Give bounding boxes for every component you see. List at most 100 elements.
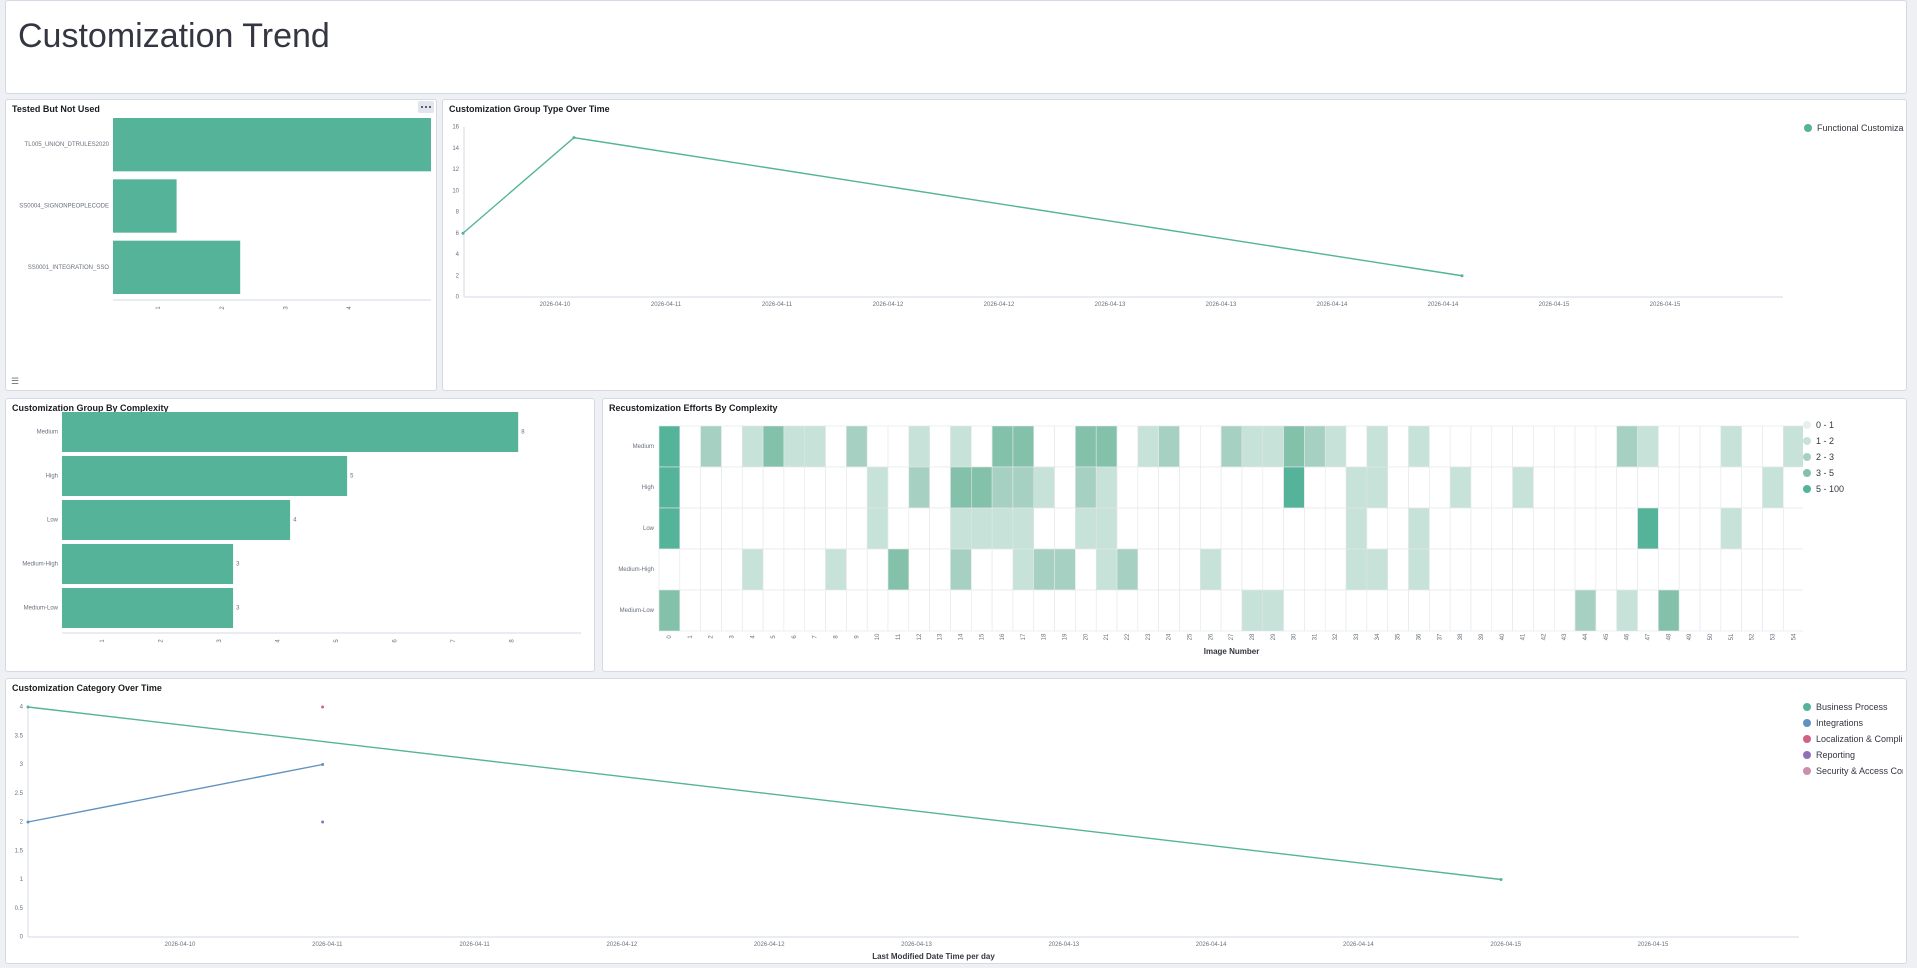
- value-label: 3: [236, 606, 240, 612]
- x-tick-label: 49: [1687, 633, 1693, 640]
- heatmap-cell: [1387, 548, 1409, 591]
- heatmap-cell: [846, 425, 868, 468]
- x-tick-label: 48: [1666, 633, 1672, 640]
- x-tick-label: 2026-04-15: [1638, 942, 1669, 948]
- heatmap-cell: [1720, 507, 1742, 550]
- heatmap-cell: [1158, 548, 1180, 591]
- heatmap-cell: [741, 548, 764, 591]
- heatmap-cell: [1699, 466, 1722, 509]
- heatmap-cell: [679, 548, 701, 591]
- x-tick-label: 17: [1021, 633, 1027, 640]
- legend-item[interactable]: 3 - 5: [1803, 465, 1903, 481]
- x-tick-label: 6: [393, 639, 399, 643]
- heatmap-cell: [1678, 466, 1701, 509]
- x-tick-label: 36: [1417, 633, 1423, 640]
- x-tick-label: 2026-04-14: [1196, 942, 1227, 948]
- heatmap-cell: [1429, 425, 1451, 468]
- legend-item[interactable]: 1 - 2: [1803, 433, 1903, 449]
- heatmap-cell: [1262, 507, 1284, 550]
- heatmap-cell: [1324, 507, 1347, 550]
- heatmap-cell: [1449, 507, 1472, 550]
- heatmap-cell: [1283, 589, 1305, 632]
- group-type-legend: Functional Customiza: [1804, 120, 1904, 136]
- heatmap-cell: [1637, 548, 1659, 591]
- legend-item[interactable]: 2 - 3: [1803, 449, 1903, 465]
- y-tick-label: 8: [456, 210, 460, 216]
- heatmap-cell: [866, 548, 889, 591]
- heatmap-cell: [1574, 466, 1597, 509]
- heatmap-cell: [1595, 425, 1618, 468]
- x-tick-label: 2026-04-14: [1428, 302, 1459, 308]
- heatmap-cell: [970, 425, 993, 468]
- bar: [62, 500, 291, 540]
- heatmap-cell: [1491, 589, 1513, 632]
- heatmap-cell: [1200, 589, 1222, 632]
- x-tick-label: 1: [100, 639, 106, 643]
- group-type-panel: Customization Group Type Over Time 0 2 4 6 8…: [442, 99, 1907, 391]
- x-tick-label: 23: [1146, 633, 1152, 640]
- legend-label: Security & Access Con: [1816, 766, 1903, 776]
- panel-options-button[interactable]: [418, 101, 434, 113]
- heatmap-cell: [762, 466, 785, 509]
- category-line-chart: 0 0.5 1 1.5 2 2.5 3 3.5 4 2026-04-10 2026-04-11 202…: [15, 705, 1799, 961]
- heatmap-cell: [679, 589, 701, 632]
- heatmap-cell: [1533, 548, 1555, 591]
- heatmap-cell: [970, 507, 993, 550]
- heatmap-cell: [1387, 589, 1409, 632]
- heatmap-cell: [783, 589, 806, 632]
- data-point: [1460, 274, 1464, 278]
- heatmap-cell: [1137, 548, 1159, 591]
- heatmap-cell: [1220, 589, 1243, 632]
- series-line: [27, 706, 1502, 881]
- legend-item[interactable]: Localization & Compli: [1803, 731, 1903, 747]
- data-point: [26, 705, 30, 709]
- heatmap-cell: [741, 507, 764, 550]
- x-tick-label: 46: [1625, 633, 1631, 640]
- x-tick-label: 30: [1292, 633, 1298, 640]
- legend-item[interactable]: Reporting: [1803, 747, 1903, 763]
- heatmap-cell: [1158, 425, 1180, 468]
- legend-dot-icon: [1803, 735, 1811, 743]
- value-label: 8: [521, 430, 525, 436]
- x-tick-label: 35: [1396, 633, 1402, 640]
- heatmap-cell: [1179, 466, 1201, 509]
- legend-item[interactable]: Business Process: [1803, 699, 1903, 715]
- legend-dot-icon: [1803, 703, 1811, 711]
- heatmap-cell: [991, 466, 1014, 509]
- x-axis-label: Image Number: [1204, 647, 1260, 656]
- y-tick-label: 16: [452, 125, 459, 131]
- legend-item[interactable]: Functional Customiza: [1804, 120, 1904, 136]
- tested-but-not-used-panel: Tested But Not Used TL005_UNION_DTRULES2…: [5, 99, 437, 391]
- y-tick-label: 10: [452, 188, 459, 194]
- heatmap-cell: [991, 425, 1014, 468]
- legend-item[interactable]: Integrations: [1803, 715, 1903, 731]
- legend-item[interactable]: Security & Access Con: [1803, 763, 1903, 779]
- heatmap-cell: [1782, 507, 1803, 550]
- x-tick-label: 42: [1541, 633, 1547, 640]
- heatmap-cell: [700, 548, 722, 591]
- legend-label: Functional Customiza: [1817, 123, 1904, 133]
- y-tick-label: 1.5: [15, 848, 24, 854]
- heatmap-cell: [1553, 589, 1576, 632]
- heatmap-cell: [1491, 425, 1513, 468]
- x-tick-label: 7: [451, 639, 457, 643]
- x-tick-label: 13: [938, 633, 944, 640]
- legend-item[interactable]: 5 - 100: [1803, 481, 1903, 497]
- x-tick-label: 24: [1167, 633, 1173, 640]
- heatmap-cell: [721, 548, 743, 591]
- legend-item[interactable]: 0 - 1: [1803, 417, 1903, 433]
- legend-toggle-icon[interactable]: ☰: [11, 376, 20, 386]
- data-point: [321, 820, 325, 824]
- bar: [113, 240, 241, 294]
- heatmap-cell: [1054, 466, 1076, 509]
- heatmap-cell: [762, 507, 785, 550]
- y-tick-label: 4: [456, 252, 460, 258]
- legend-dot-icon: [1803, 469, 1811, 477]
- legend-dot-icon: [1803, 751, 1811, 759]
- heatmap-cell: [1762, 466, 1784, 509]
- heatmap-cell: [1470, 425, 1493, 468]
- series-line: [462, 136, 1463, 277]
- heatmap-cell: [950, 548, 972, 591]
- heatmap-cell: [1449, 589, 1472, 632]
- heatmap-cell: [1241, 589, 1264, 632]
